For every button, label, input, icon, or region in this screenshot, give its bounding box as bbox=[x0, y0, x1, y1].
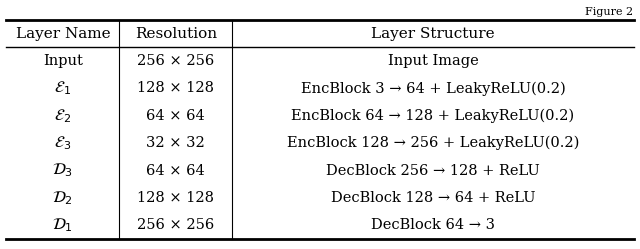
Text: DecBlock 64 → 3: DecBlock 64 → 3 bbox=[371, 218, 495, 232]
Text: Resolution: Resolution bbox=[134, 27, 217, 41]
Text: 128 × 128: 128 × 128 bbox=[137, 191, 214, 205]
Text: EncBlock 128 → 256 + LeakyReLU(0.2): EncBlock 128 → 256 + LeakyReLU(0.2) bbox=[287, 136, 579, 150]
Text: 64 × 64: 64 × 64 bbox=[147, 164, 205, 178]
Text: Input: Input bbox=[43, 54, 83, 68]
Text: $\mathcal{E}_{1}$: $\mathcal{E}_{1}$ bbox=[54, 79, 71, 97]
Text: 64 × 64: 64 × 64 bbox=[147, 109, 205, 123]
Text: EncBlock 3 → 64 + LeakyReLU(0.2): EncBlock 3 → 64 + LeakyReLU(0.2) bbox=[301, 81, 565, 96]
Text: 128 × 128: 128 × 128 bbox=[137, 81, 214, 95]
Text: EncBlock 64 → 128 + LeakyReLU(0.2): EncBlock 64 → 128 + LeakyReLU(0.2) bbox=[291, 109, 575, 123]
Text: Layer Structure: Layer Structure bbox=[371, 27, 495, 41]
Text: DecBlock 256 → 128 + ReLU: DecBlock 256 → 128 + ReLU bbox=[326, 164, 540, 178]
Text: $\mathcal{D}_{1}$: $\mathcal{D}_{1}$ bbox=[52, 216, 74, 234]
Text: $\mathcal{D}_{3}$: $\mathcal{D}_{3}$ bbox=[52, 162, 74, 180]
Text: $\mathcal{D}_{2}$: $\mathcal{D}_{2}$ bbox=[52, 189, 74, 207]
Text: DecBlock 128 → 64 + ReLU: DecBlock 128 → 64 + ReLU bbox=[331, 191, 535, 205]
Text: $\mathcal{E}_{2}$: $\mathcal{E}_{2}$ bbox=[54, 107, 71, 125]
Text: Layer Name: Layer Name bbox=[15, 27, 110, 41]
Text: 256 × 256: 256 × 256 bbox=[137, 218, 214, 232]
Text: Figure 2: Figure 2 bbox=[586, 7, 634, 17]
Text: 32 × 32: 32 × 32 bbox=[147, 136, 205, 150]
Text: $\mathcal{E}_{3}$: $\mathcal{E}_{3}$ bbox=[54, 134, 72, 152]
Text: 256 × 256: 256 × 256 bbox=[137, 54, 214, 68]
Text: Input Image: Input Image bbox=[388, 54, 478, 68]
